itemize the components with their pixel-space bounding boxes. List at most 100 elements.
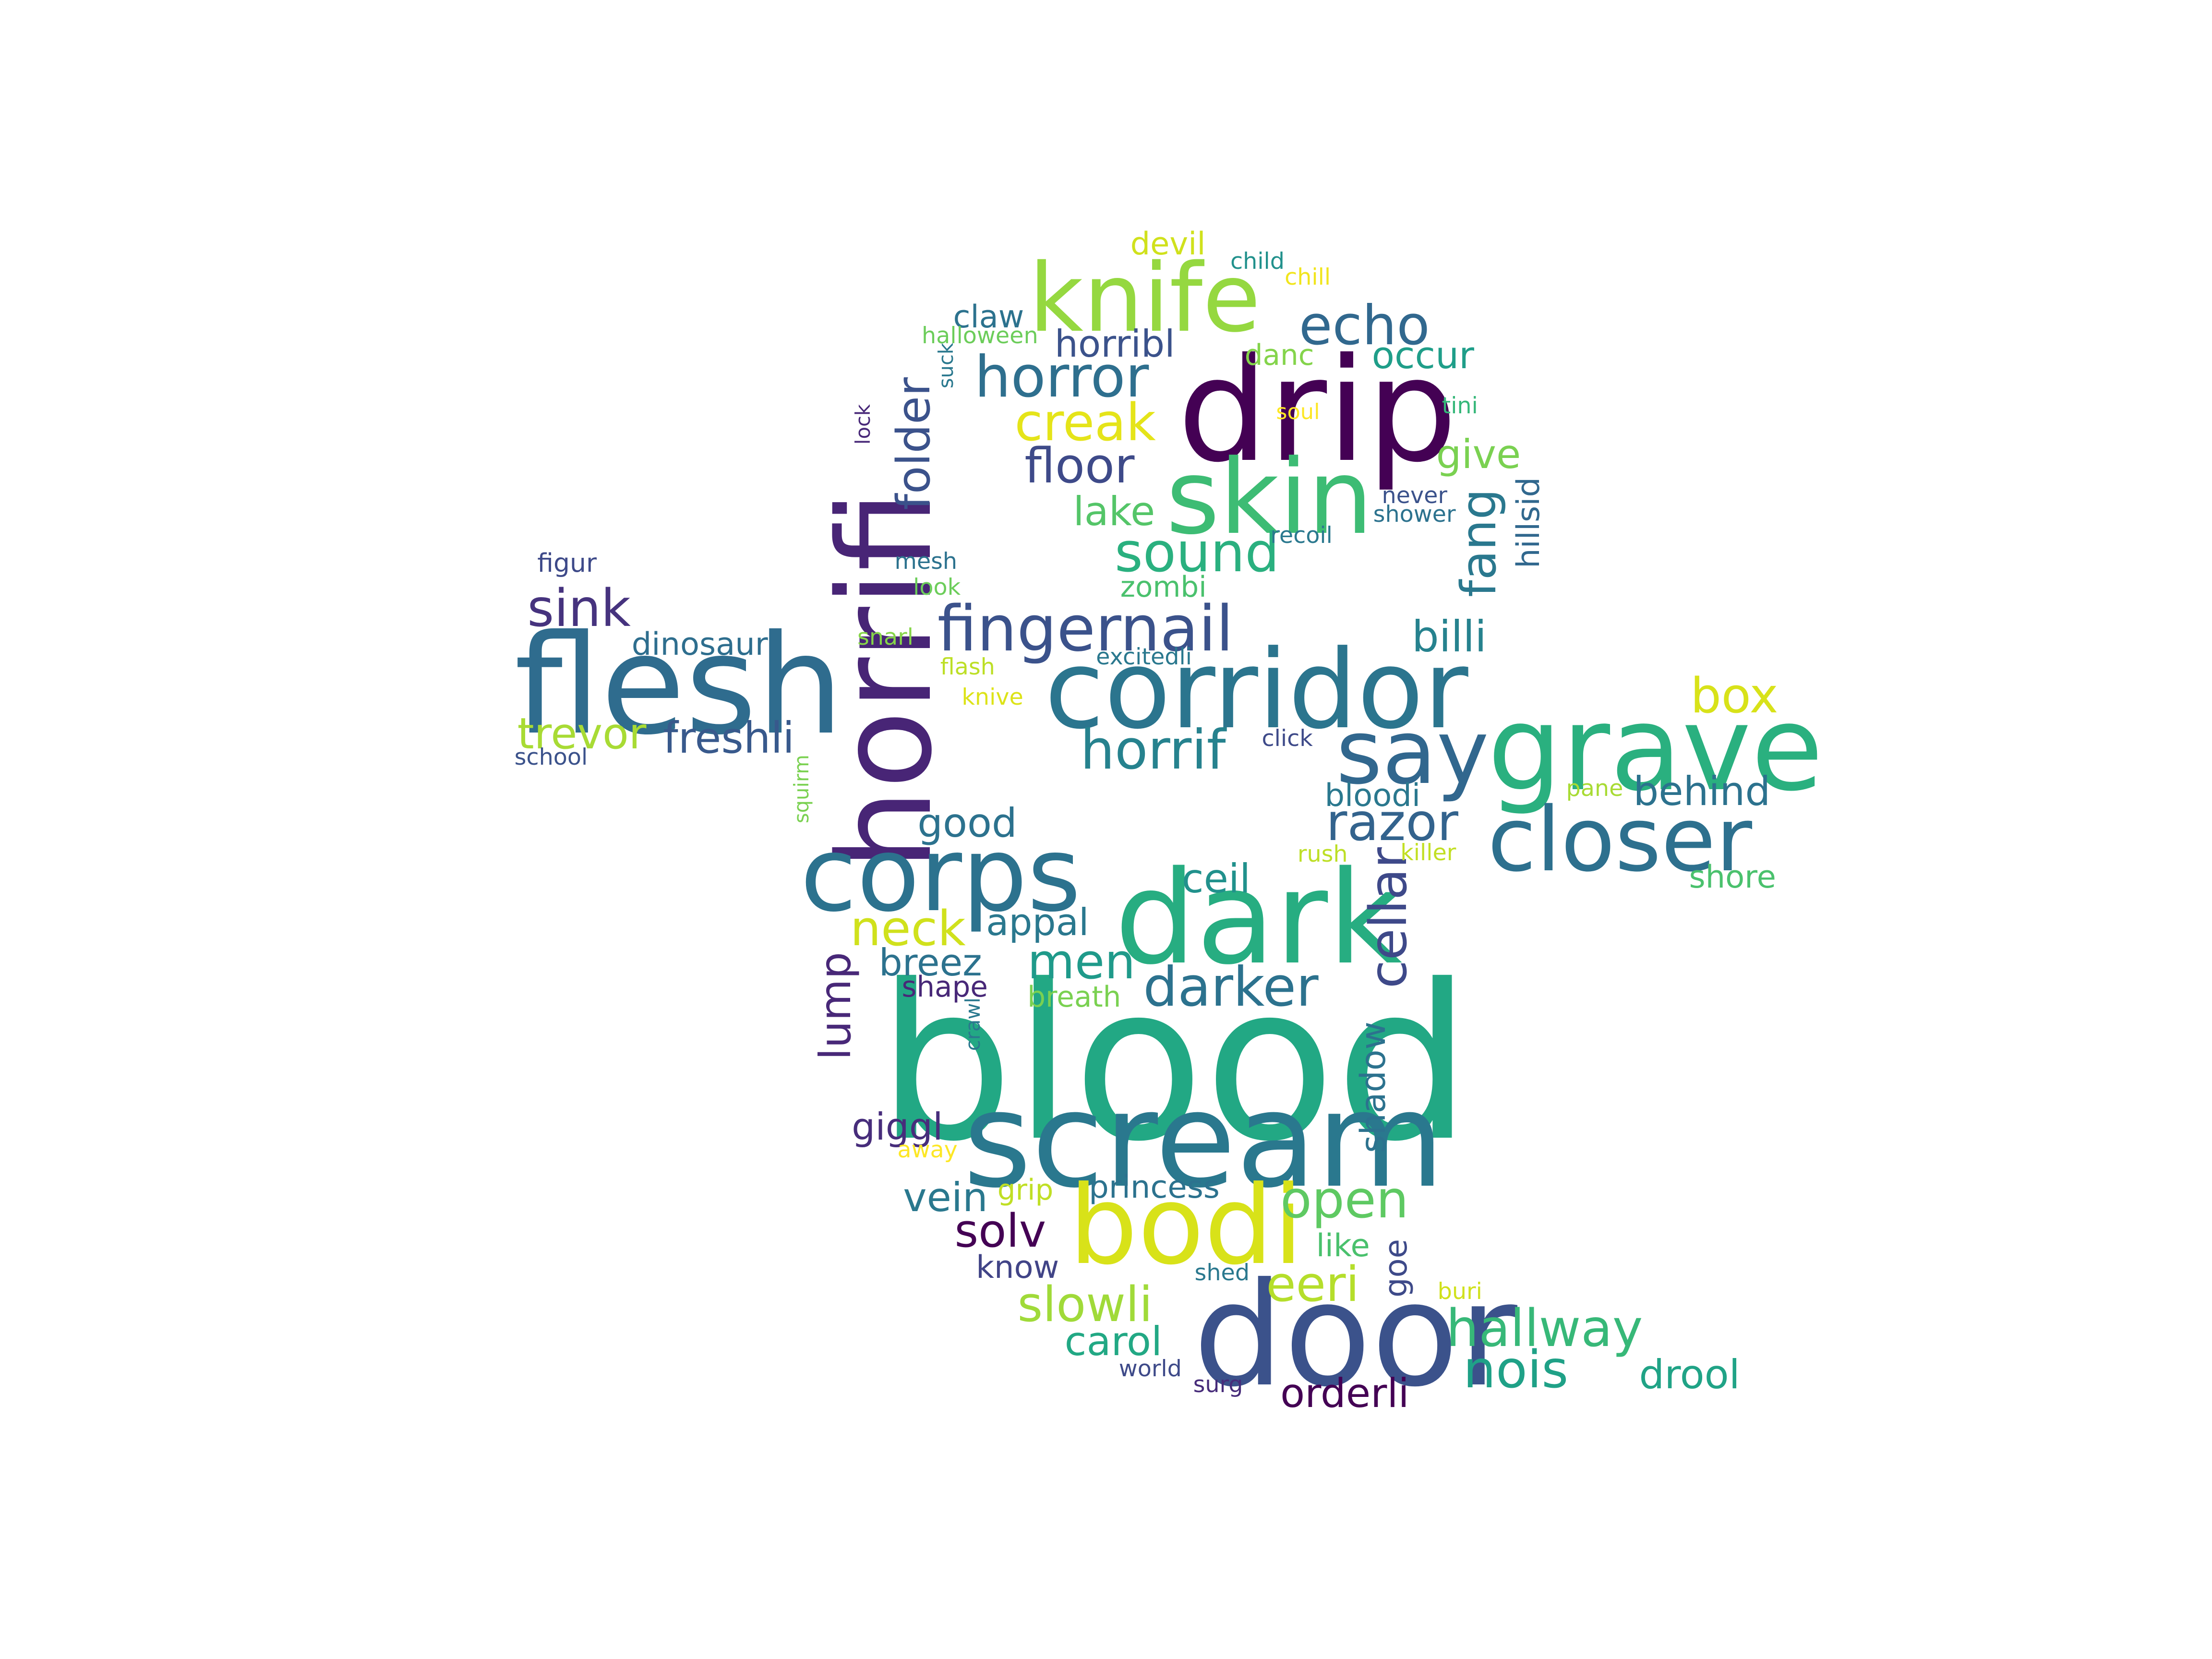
word-billi: billi <box>1412 612 1487 662</box>
word-razor: razor <box>1326 793 1458 853</box>
word-horribl: horribl <box>1054 322 1175 366</box>
word-cellar: cellar <box>1358 847 1419 989</box>
word-surg: surg <box>1193 1371 1243 1398</box>
word-flash: flash <box>940 654 995 681</box>
word-darker: darker <box>1143 955 1319 1019</box>
word-trevor: trevor <box>517 709 647 759</box>
word-halloween: halloween <box>922 322 1038 349</box>
word-never: never <box>1382 482 1448 509</box>
word-creak: creak <box>1014 393 1156 453</box>
word-drip: drip <box>1177 328 1457 494</box>
word-recoil: recoil <box>1270 522 1333 549</box>
word-bloodi: bloodi <box>1324 777 1421 814</box>
word-scream: scream <box>963 1063 1445 1217</box>
word-shore: shore <box>1689 858 1776 895</box>
word-giggl: giggl <box>852 1105 943 1149</box>
word-blood: blood <box>877 939 1471 1189</box>
word-fang: fang <box>1450 489 1507 598</box>
word-look: look <box>913 574 961 601</box>
word-click: click <box>1262 725 1313 752</box>
word-say: say <box>1336 701 1489 805</box>
word-tini: tini <box>1442 392 1478 419</box>
word-sink: sink <box>527 578 631 638</box>
word-goe: goe <box>1377 1238 1414 1298</box>
word-orderli: orderli <box>1280 1370 1409 1417</box>
word-buri: buri <box>1437 1278 1482 1305</box>
word-hallway: hallway <box>1446 1298 1643 1358</box>
word-suck: suck <box>934 343 958 389</box>
word-princess: princess <box>1089 1168 1220 1205</box>
word-figur: figur <box>537 548 597 578</box>
word-open: open <box>1280 1170 1409 1230</box>
word-box: box <box>1690 667 1779 724</box>
word-lump: lump <box>810 951 861 1060</box>
word-lake: lake <box>1073 488 1155 535</box>
word-rush: rush <box>1297 841 1348 868</box>
word-devil: devil <box>1130 226 1206 263</box>
word-chill: chill <box>1285 264 1331 290</box>
word-grip: grip <box>997 1173 1054 1207</box>
word-soul: soul <box>1276 399 1320 425</box>
word-ceil: ceil <box>1181 855 1251 902</box>
word-squirm: squirm <box>790 754 814 823</box>
word-skin: skin <box>1166 437 1373 557</box>
word-shape: shape <box>902 971 988 1004</box>
word-mesh: mesh <box>894 548 958 575</box>
word-knive: knive <box>962 684 1023 710</box>
word-neck: neck <box>850 900 966 957</box>
word-shed: shed <box>1194 1260 1250 1286</box>
word-know: know <box>976 1249 1059 1286</box>
word-eeri: eeri <box>1266 1256 1359 1313</box>
word-flesh: flesh <box>514 605 844 765</box>
word-good: good <box>917 799 1017 846</box>
word-dinosaur: dinosaur <box>631 625 768 662</box>
word-corridor: corridor <box>1045 626 1468 753</box>
word-door: door <box>1193 1252 1518 1419</box>
word-horror: horror <box>974 344 1149 411</box>
word-freshli: freshli <box>663 713 795 764</box>
word-solv: solv <box>954 1205 1046 1258</box>
word-sound: sound <box>1114 521 1280 585</box>
word-pane: pane <box>1566 775 1623 802</box>
word-behind: behind <box>1633 768 1771 815</box>
word-corps: corps <box>800 814 1081 935</box>
word-away: away <box>897 1137 958 1164</box>
word-carol: carol <box>1064 1318 1163 1365</box>
word-drool: drool <box>1639 1351 1740 1398</box>
word-excitedli: excitedli <box>1096 644 1192 671</box>
word-breez: breez <box>878 941 982 985</box>
word-floor: floor <box>1024 437 1135 494</box>
word-shower: shower <box>1373 501 1456 528</box>
word-lock: lock <box>851 404 875 445</box>
word-breath: breath <box>1027 981 1121 1014</box>
word-appal: appal <box>986 901 1089 945</box>
word-nois: nois <box>1463 1340 1569 1400</box>
word-horrif: horrif <box>1080 718 1226 782</box>
word-men: men <box>1027 933 1136 990</box>
word-closer: closer <box>1487 788 1752 892</box>
word-fingernail: fingernail <box>937 592 1234 666</box>
word-bodi: bodi <box>1069 1162 1304 1289</box>
word-claw: claw <box>953 299 1024 336</box>
word-vein: vein <box>903 1174 988 1221</box>
word-child: child <box>1230 248 1285 275</box>
word-dark: dark <box>1114 843 1403 994</box>
word-snarl: snarl <box>857 624 914 650</box>
word-give: give <box>1436 431 1521 478</box>
word-knife: knife <box>1029 243 1261 353</box>
word-killer: killer <box>1400 840 1456 866</box>
word-shadow: shadow <box>1353 1022 1393 1154</box>
word-grave: grave <box>1487 680 1824 817</box>
word-like: like <box>1316 1227 1370 1264</box>
word-world: world <box>1118 1355 1182 1382</box>
word-zombi: zombi <box>1120 570 1207 604</box>
word-crawl: crawl <box>961 997 985 1051</box>
word-hillsid: hillsid <box>1510 477 1547 569</box>
word-danc: danc <box>1244 339 1314 373</box>
word-occur: occur <box>1371 334 1474 377</box>
word-folder: folder <box>888 377 941 510</box>
word-slowli: slowli <box>1017 1276 1153 1333</box>
word-echo: echo <box>1298 294 1430 358</box>
word-school: school <box>514 744 588 770</box>
